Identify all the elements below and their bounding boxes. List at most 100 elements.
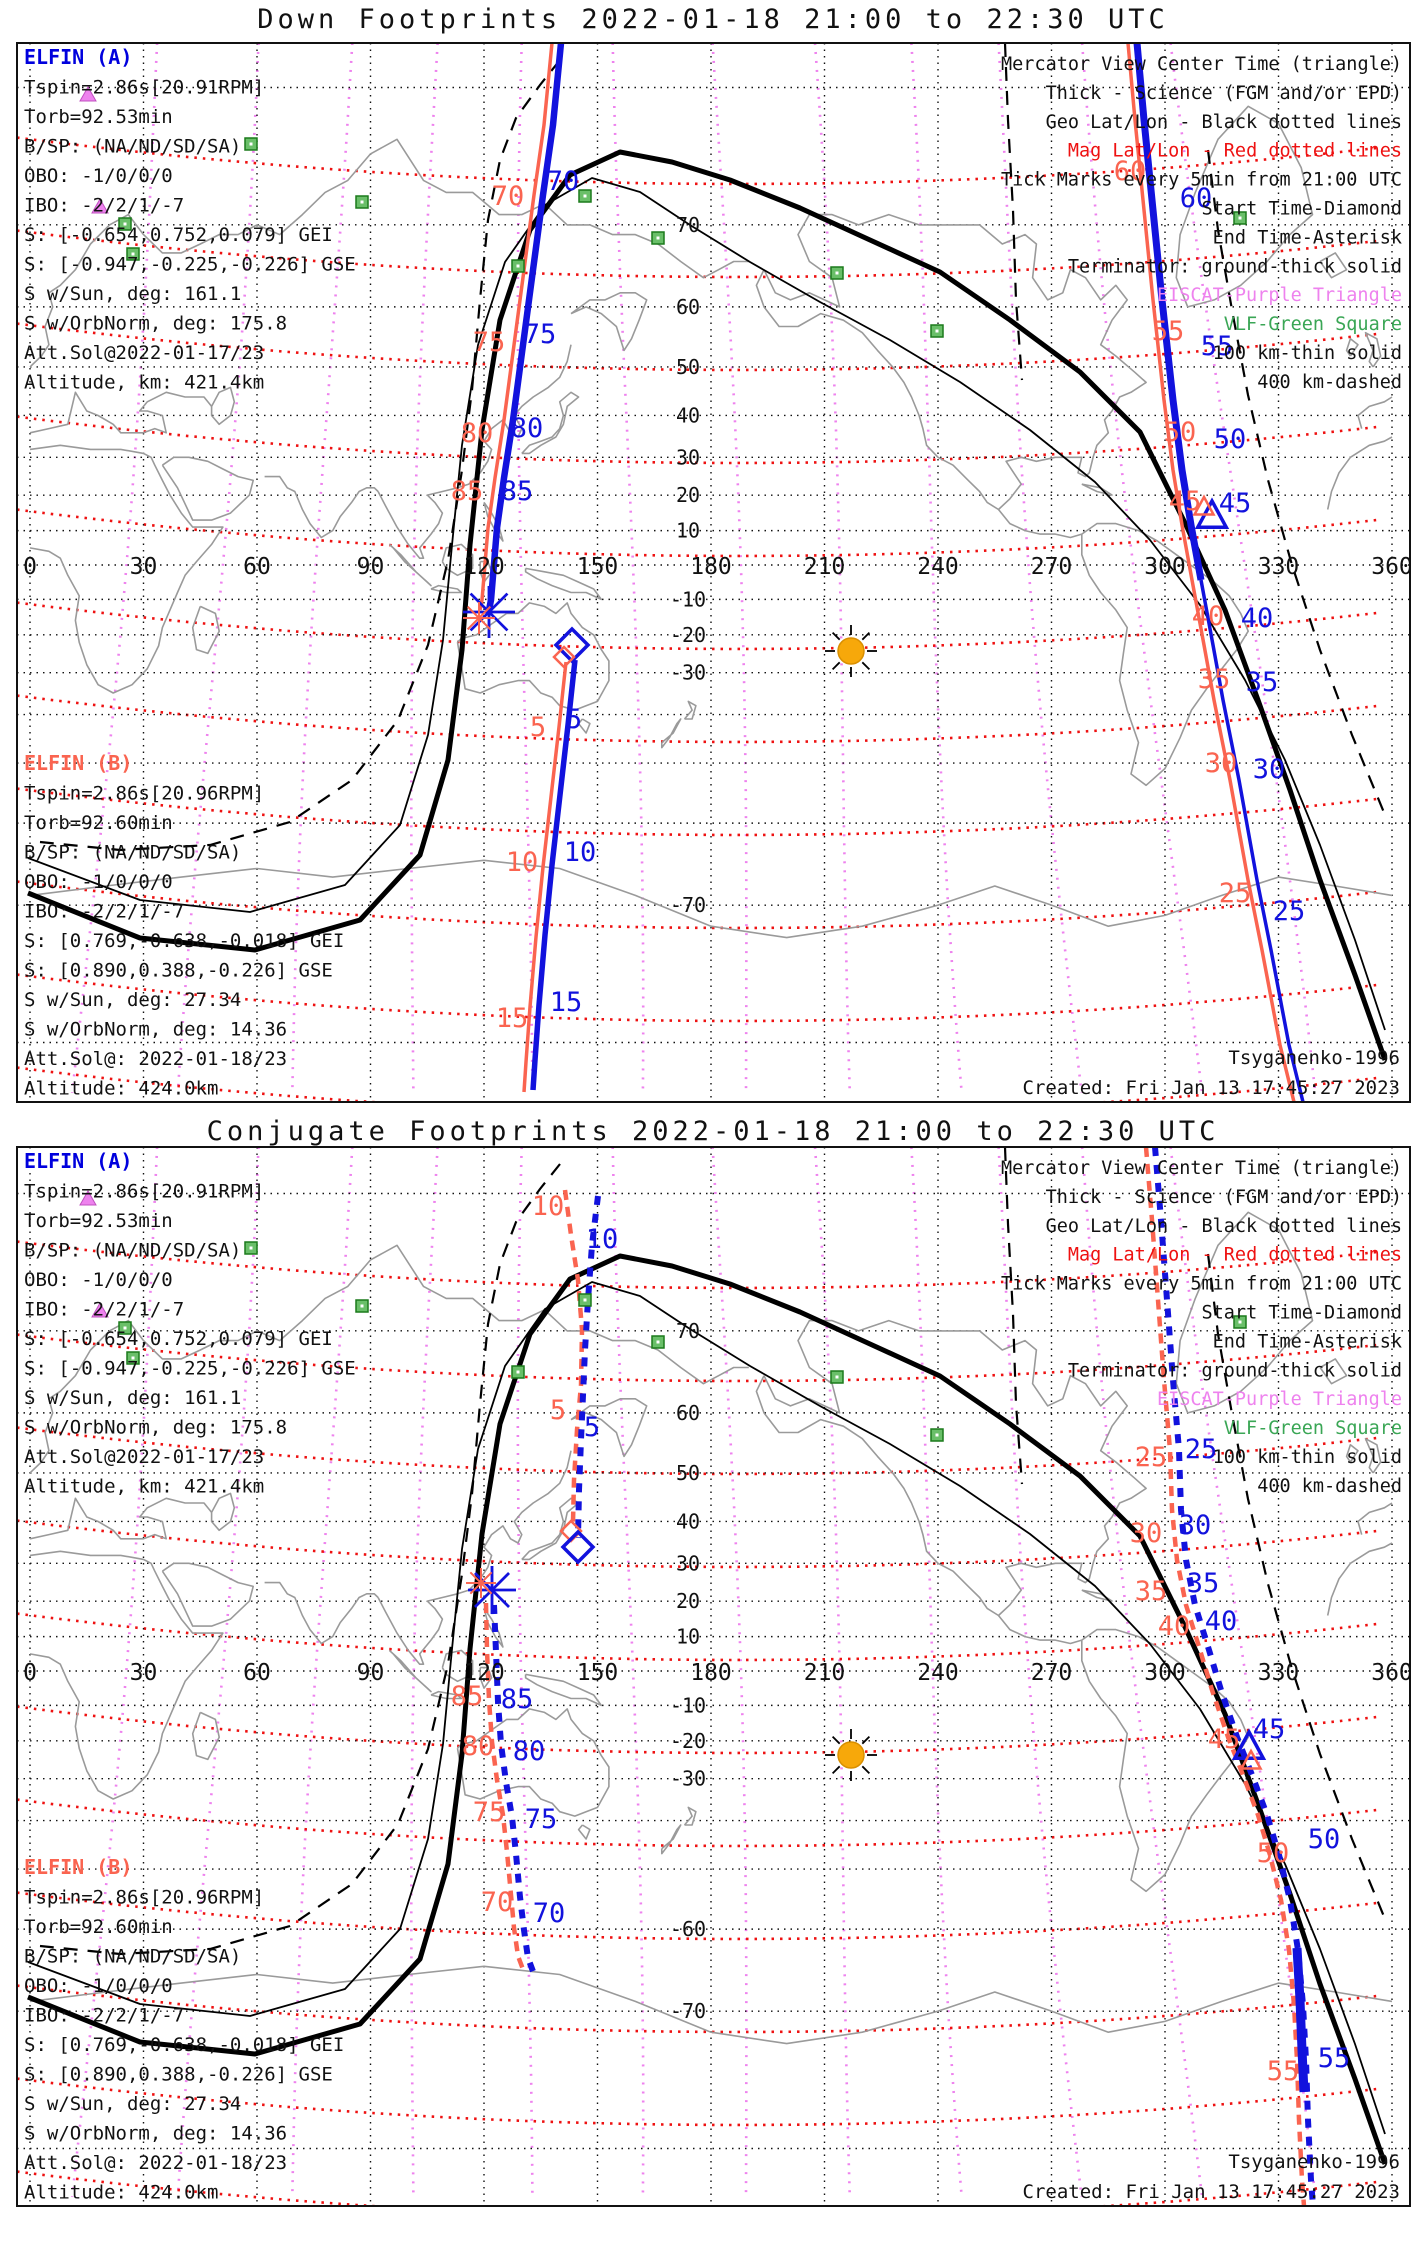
lon-label: 330 [1258, 1660, 1300, 1686]
info-line: Altitude, km: 421.4km [24, 1476, 264, 1498]
panel1-title: Down Footprints 2022-01-18 21:00 to 22:3… [257, 4, 1169, 35]
mag-lat-line [17, 1519, 1378, 1569]
terminator-400km [1003, 43, 1024, 381]
coastline [441, 543, 474, 577]
coastline [1364, 1437, 1382, 1474]
lat-label: 30 [676, 445, 700, 469]
mag-lat-line [17, 1426, 1378, 1476]
coastline [683, 700, 697, 720]
track-tick-label: 25 [1135, 1442, 1168, 1473]
track-tick-label: 50 [1308, 1824, 1341, 1855]
info-line: OBO: -1/0/0/0 [24, 1975, 173, 1997]
terminator-100km [27, 177, 1386, 1031]
coastline [521, 391, 580, 455]
vlf-square-dot [360, 200, 364, 204]
coastline [1357, 1502, 1393, 1535]
info-line: S: [0.890,0.388,-0.226] GSE [24, 2064, 333, 2086]
track-tick-label: 60 [1180, 183, 1213, 214]
satellite-name: ELFIN (B) [24, 1855, 132, 1879]
info-line: Att.Sol@: 2022-01-18/23 [24, 1048, 287, 1070]
track-tick-label: 60 [1114, 156, 1147, 187]
coastline [264, 475, 379, 539]
legend-line: VLF-Green Square [1224, 314, 1402, 335]
lon-label: 60 [243, 1660, 271, 1686]
track-tick-label: 5 [584, 1412, 600, 1443]
vlf-square-dot [516, 264, 520, 268]
track-tick-labels: 7075808570758085510155101560555045403530… [451, 156, 1306, 1034]
mag-lat-line [17, 694, 1378, 744]
coastline [388, 1649, 432, 1693]
info-line: S: [-0.947,-0.225,-0.226] GSE [24, 1358, 356, 1380]
mag-lat-line [17, 415, 1378, 465]
info-line: S w/OrbNorm, deg: 14.36 [24, 2123, 287, 2145]
lon-label: 120 [463, 1660, 505, 1686]
coastline [456, 602, 610, 711]
center-time-triangle-icon [1231, 1728, 1267, 1760]
vlf-square-dot [1238, 1320, 1242, 1324]
track-tick-label: 55 [1318, 2043, 1351, 2074]
panel-map-1: 1051058580757085807570253035404550552530… [16, 1146, 1411, 2207]
lat-label: -10 [670, 1693, 706, 1717]
vlf-square-dot [131, 1356, 135, 1360]
eiscat-stations [79, 85, 109, 214]
info-line: B/SP: (NA/ND/SD/SA) [24, 842, 241, 864]
vlf-square-dot [583, 1298, 587, 1302]
track-tick-label: 30 [1205, 748, 1238, 779]
mag-lat-lines [17, 1240, 1378, 2206]
lon-label: 0 [23, 554, 37, 580]
lon-label: 210 [804, 1660, 846, 1686]
coastline [1326, 1542, 1393, 1616]
panel2-model-label: Tsyganenko-1996 [1228, 2151, 1400, 2173]
info-line: Att.Sol@2022-01-17/23 [24, 1446, 264, 1468]
lon-label: 270 [1031, 1660, 1073, 1686]
track-tick-label: 5 [550, 1395, 566, 1426]
track-tick-label: 45 [1208, 1724, 1241, 1755]
mag-lat-line [17, 1984, 1378, 2034]
mag-lat-line [17, 1798, 1378, 1848]
vlf-square-dot [516, 1370, 520, 1374]
lat-label: -70 [670, 1999, 706, 2023]
track-tick-label: 5 [566, 704, 582, 735]
info-line: Tspin=2.86s[20.91RPM] [24, 1181, 264, 1203]
info-line: S: [-0.654,0.752,0.079] GEI [24, 224, 333, 246]
info-line: S w/Sun, deg: 161.1 [24, 1387, 241, 1409]
info-line: Att.Sol@: 2022-01-18/23 [24, 2152, 287, 2174]
info-line: Altitude: 424.0km [24, 1078, 218, 1100]
track-tick-label: 50 [1164, 417, 1197, 448]
track-tick-label: 85 [501, 1684, 534, 1715]
legend-line: EISCAT-Purple Triangle [1157, 1389, 1402, 1410]
coastline [661, 718, 682, 749]
track-a-right-sci [1133, 43, 1205, 581]
track-tick-label: 85 [451, 1681, 484, 1712]
coastline [210, 1492, 236, 1532]
lon-label: 30 [130, 554, 158, 580]
coastline [29, 138, 749, 368]
vlf-square-dot [935, 329, 939, 333]
coastline [521, 1497, 580, 1561]
info-line: OBO: -1/0/0/0 [24, 871, 173, 893]
vlf-square-dot [835, 271, 839, 275]
coastline [577, 718, 591, 734]
lon-label: 300 [1144, 1660, 1186, 1686]
mag-lat-line [17, 2077, 1378, 2127]
legend-line: End Time-Asterisk [1213, 227, 1402, 248]
lon-label: 180 [690, 1660, 732, 1686]
satellite-name: ELFIN (B) [24, 751, 132, 775]
track-tick-label: 45 [1253, 1714, 1286, 1745]
info-line: S: [-0.947,-0.225,-0.226] GSE [24, 254, 356, 276]
track-tick-label: 30 [1130, 1518, 1163, 1549]
vlf-square-dot [249, 1246, 253, 1250]
track-tick-label: 10 [586, 1224, 619, 1255]
lat-label: -20 [670, 1729, 706, 1753]
info-line: B/SP: (NA/ND/SD/SA) [24, 136, 241, 158]
vlf-square-dot [249, 142, 253, 146]
coastline [191, 1711, 220, 1761]
mag-lat-line [17, 229, 1378, 279]
vlf-square-dot [583, 194, 587, 198]
coastline [456, 1708, 610, 1817]
info-line: IBO: -2/2/1/-7 [24, 195, 184, 217]
track-tick-label: 25 [1185, 1434, 1218, 1465]
info-line: Tspin=2.86s[20.96RPM] [24, 783, 264, 805]
legend-line: Thick - Science (FGM and/or EPD) [1046, 1187, 1402, 1208]
